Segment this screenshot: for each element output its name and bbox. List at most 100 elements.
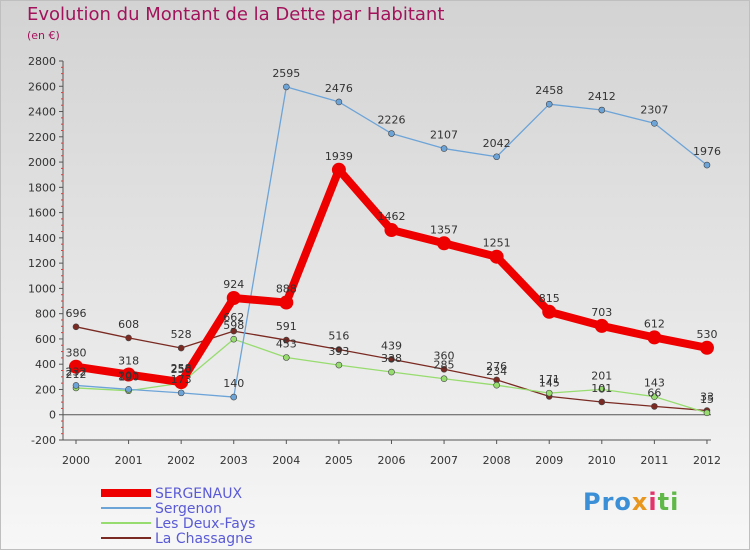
- data-label-la-chassagne: 439: [381, 339, 402, 352]
- data-point-sergenon: [72, 382, 80, 389]
- data-label-sergenon: 140: [223, 377, 244, 390]
- data-label-sergenaux: 258: [171, 362, 192, 375]
- y-tick-label: 1200: [28, 257, 56, 270]
- data-label-les-deux-fays: 338: [381, 352, 402, 365]
- data-label-sergenaux: 703: [591, 306, 612, 319]
- data-point-sergenon: [388, 130, 395, 137]
- data-label-les-deux-fays: 15: [700, 393, 714, 406]
- data-point-sergenaux: [594, 318, 609, 333]
- data-label-la-chassagne: 591: [276, 320, 297, 333]
- data-label-la-chassagne: 33: [700, 391, 714, 404]
- x-tick-label: 2001: [115, 454, 143, 467]
- data-label-sergenon: 2307: [640, 103, 668, 116]
- y-tick-label: 0: [49, 409, 56, 422]
- data-point-sergenaux: [279, 295, 294, 310]
- data-point-sergenon: [651, 119, 658, 127]
- y-tick-label: 2600: [28, 80, 56, 93]
- data-label-les-deux-fays: 190: [118, 371, 139, 384]
- x-tick-label: 2009: [535, 454, 563, 467]
- x-tick-label: 2000: [62, 454, 90, 467]
- data-point-sergenaux: [121, 367, 136, 382]
- data-label-les-deux-fays: 212: [66, 368, 87, 381]
- data-point-les-deux-fays: [440, 375, 448, 383]
- y-tick-label: 800: [35, 308, 56, 321]
- data-label-la-chassagne: 66: [647, 386, 661, 399]
- data-point-sergenaux: [437, 236, 452, 251]
- y-tick-label: 2800: [28, 55, 56, 68]
- data-label-la-chassagne: 662: [223, 311, 244, 324]
- y-tick-label: 2400: [28, 106, 56, 119]
- data-point-sergenon: [335, 98, 343, 106]
- x-tick-label: 2002: [167, 454, 195, 467]
- legend-label-la-chassagne: La Chassagne: [155, 531, 253, 547]
- x-tick-label: 2003: [220, 454, 248, 467]
- data-label-la-chassagne: 608: [118, 318, 139, 331]
- data-label-sergenaux: 1357: [430, 223, 458, 236]
- data-label-la-chassagne: 360: [434, 349, 455, 362]
- data-label-sergenon: 2226: [377, 114, 405, 127]
- data-point-sergenon: [440, 145, 448, 152]
- data-point-la-chassagne: [388, 355, 395, 363]
- data-point-sergenon: [283, 83, 290, 91]
- data-label-sergenon: 2476: [325, 82, 353, 95]
- data-point-sergenon: [493, 153, 500, 161]
- data-point-les-deux-fays: [230, 335, 238, 343]
- data-point-les-deux-fays: [703, 409, 711, 417]
- data-label-les-deux-fays: 201: [591, 369, 612, 382]
- y-tick-label: 1800: [28, 181, 56, 194]
- data-label-sergenaux: 1939: [325, 150, 353, 163]
- data-point-la-chassagne: [177, 344, 185, 352]
- legend-label-sergenon: Sergenon: [155, 501, 222, 517]
- data-point-sergenaux: [174, 375, 189, 390]
- data-point-les-deux-fays: [493, 381, 500, 389]
- data-label-les-deux-fays: 234: [486, 365, 507, 378]
- data-label-sergenon: 2412: [588, 90, 616, 103]
- data-label-sergenaux: 530: [696, 328, 717, 341]
- data-label-les-deux-fays: 598: [223, 319, 244, 332]
- data-point-la-chassagne: [72, 323, 80, 331]
- data-label-la-chassagne: 276: [486, 360, 507, 373]
- legend-label-sergenaux: SERGENAUX: [155, 486, 242, 502]
- legend-label-les-deux-fays: Les Deux-Fays: [155, 516, 255, 532]
- data-label-les-deux-fays: 285: [434, 359, 455, 372]
- data-point-les-deux-fays: [651, 393, 658, 400]
- data-label-la-chassagne: 145: [539, 376, 560, 389]
- data-label-sergenon: 2042: [483, 137, 511, 150]
- data-point-sergenaux: [384, 223, 399, 238]
- data-label-sergenon: 173: [171, 373, 192, 386]
- data-label-sergenaux: 1251: [483, 237, 511, 250]
- data-point-sergenon: [177, 389, 185, 397]
- y-tick-label: 600: [35, 333, 56, 346]
- data-point-la-chassagne: [283, 336, 290, 344]
- data-point-sergenaux: [699, 340, 714, 355]
- chart-title: Evolution du Montant de la Dette par Hab…: [27, 4, 445, 25]
- x-tick-label: 2005: [325, 454, 353, 467]
- data-label-sergenaux: 815: [539, 292, 560, 305]
- data-label-sergenon: 2595: [272, 67, 300, 80]
- data-label-sergenon: 2107: [430, 129, 458, 142]
- y-tick-label: 1400: [28, 232, 56, 245]
- data-point-sergenon: [125, 386, 132, 393]
- data-label-la-chassagne: 696: [66, 307, 87, 320]
- data-label-sergenaux: 612: [644, 317, 665, 330]
- x-tick-label: 2012: [693, 454, 721, 467]
- data-point-la-chassagne: [230, 327, 238, 335]
- data-point-sergenaux: [542, 304, 557, 319]
- data-label-la-chassagne: 101: [591, 382, 612, 395]
- chart-unit: (en €): [27, 29, 60, 42]
- x-tick-label: 2004: [272, 454, 300, 467]
- data-label-sergenaux: 318: [118, 355, 139, 368]
- data-label-les-deux-fays: 171: [539, 373, 560, 386]
- data-point-sergenon: [230, 393, 238, 401]
- data-label-la-chassagne: 528: [171, 328, 192, 341]
- x-tick-label: 2008: [483, 454, 511, 467]
- y-tick-label: 1000: [28, 282, 56, 295]
- data-label-sergenon: 2458: [535, 84, 563, 97]
- data-point-la-chassagne: [598, 398, 606, 406]
- x-tick-label: 2010: [588, 454, 616, 467]
- y-tick-label: -200: [31, 434, 56, 447]
- data-point-sergenaux: [331, 162, 346, 177]
- data-label-les-deux-fays: 393: [328, 345, 349, 358]
- data-label-sergenaux: 888: [276, 283, 297, 296]
